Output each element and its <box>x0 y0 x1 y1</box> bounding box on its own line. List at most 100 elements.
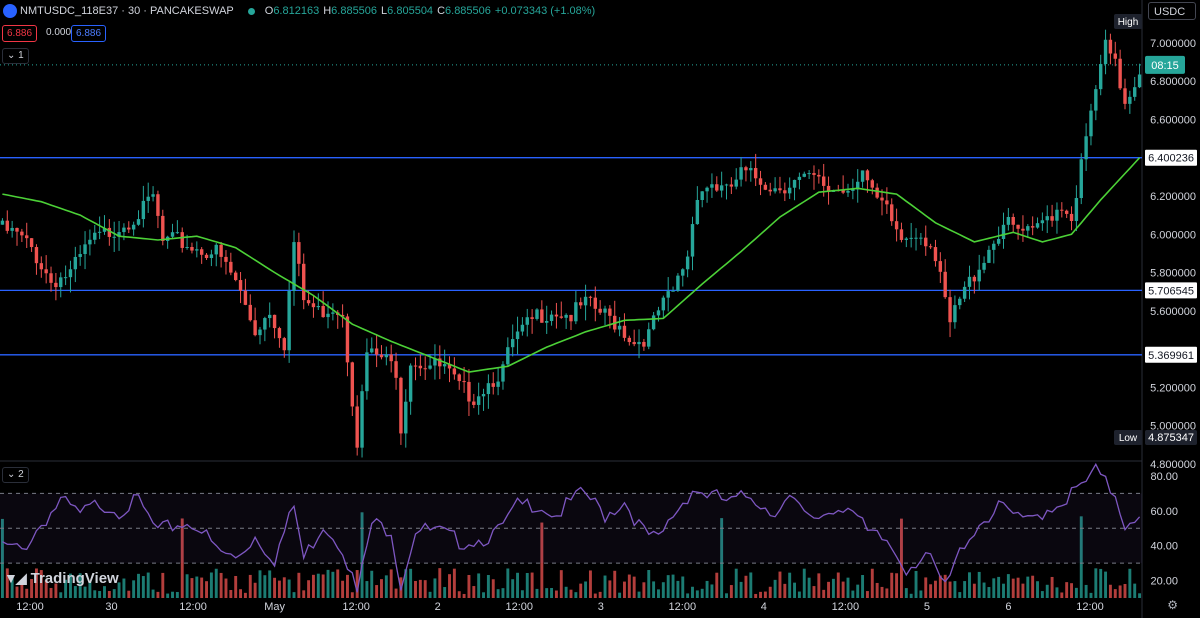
volume-bar <box>511 579 515 598</box>
candle-body <box>598 308 602 313</box>
volume-bar <box>59 592 63 598</box>
volume-bar <box>841 581 845 598</box>
volume-bar <box>117 582 121 598</box>
candle-body <box>826 185 831 192</box>
candle-body <box>316 306 321 308</box>
volume-bar <box>720 518 724 598</box>
rsi-tick-label: 20.00 <box>1150 576 1178 588</box>
candle-body <box>729 184 734 187</box>
volume-bar <box>83 586 87 598</box>
volume-bar <box>870 568 874 598</box>
ask-price-button[interactable]: 6.886 <box>71 25 107 42</box>
candle-body <box>928 246 933 248</box>
volume-bar <box>175 591 179 598</box>
candle-body <box>1040 220 1045 224</box>
candle-body <box>161 215 165 241</box>
candle-body <box>287 290 291 351</box>
volume-bar <box>545 588 549 598</box>
candle-body <box>1030 226 1035 228</box>
candle-body <box>156 194 160 216</box>
volume-bar <box>691 586 694 598</box>
candle-body <box>821 176 826 186</box>
candle-body <box>404 401 408 434</box>
candle-body <box>243 290 248 305</box>
candle-body <box>739 167 743 180</box>
volume-bar <box>1094 568 1098 598</box>
volume-bar <box>861 575 865 598</box>
volume-bar <box>1074 587 1078 598</box>
rsi-pane-toggle[interactable]: ⌄ 2 <box>2 467 29 483</box>
currency-select[interactable]: USDC <box>1148 2 1196 20</box>
volume-bar <box>1089 592 1093 598</box>
volume-bar <box>686 593 690 598</box>
volume-bar <box>1113 589 1117 598</box>
candle-body <box>78 254 82 257</box>
candle-body <box>783 190 787 194</box>
candle-body <box>520 324 525 332</box>
time-tick-label: 12:00 <box>1076 601 1104 613</box>
volume-bar <box>725 593 728 598</box>
volume-bar <box>365 581 369 598</box>
volume-bar <box>885 588 889 598</box>
candle-body <box>525 317 529 325</box>
candle-body <box>530 317 534 319</box>
candle-body <box>812 173 816 175</box>
candle-body <box>656 310 661 316</box>
level-price-label: 5.369961 <box>1148 350 1194 362</box>
volume-bar <box>273 577 277 598</box>
candle-body <box>10 227 14 231</box>
candle-body <box>360 391 364 448</box>
volume-bar <box>963 581 967 598</box>
candle-body <box>569 314 573 322</box>
candle-body <box>63 277 68 279</box>
candle-body <box>88 239 92 245</box>
candle-body <box>719 185 724 191</box>
candle-body <box>1128 96 1132 104</box>
candle-body <box>1069 213 1074 221</box>
volume-bar <box>953 581 957 598</box>
volume-bar <box>856 584 860 598</box>
volume-bar <box>370 570 374 598</box>
bid-price-button[interactable]: 6.886 <box>2 25 38 42</box>
candle-body <box>1045 216 1049 221</box>
candle-body <box>491 383 495 387</box>
volume-bar <box>433 578 437 598</box>
candle-body <box>666 291 670 298</box>
volume-bar <box>700 588 704 598</box>
price-tick-label: 5.600000 <box>1150 306 1196 318</box>
volume-bar <box>1016 577 1020 598</box>
volume-bar <box>958 592 962 598</box>
candle-body <box>608 308 612 316</box>
settings-gear-icon[interactable]: ⚙ <box>1167 598 1178 612</box>
symbol-title[interactable]: NMTUSDC_118E37 · 30 · PANCAKESWAP <box>20 5 234 17</box>
main-pane-toggle[interactable]: ⌄ 1 <box>2 48 29 64</box>
candle-body <box>277 328 282 339</box>
low-value: 6.805504 <box>387 5 434 17</box>
candle-body <box>992 243 996 250</box>
level-price-tag <box>1145 149 1197 166</box>
volume-bar <box>1050 576 1054 598</box>
volume-bar <box>729 585 733 598</box>
volume-bar <box>831 578 835 598</box>
price-tick-label: 5.800000 <box>1150 268 1196 280</box>
candle-body <box>705 187 709 192</box>
volume-bar <box>564 586 568 598</box>
volume-bar <box>297 572 301 598</box>
volume-bar <box>185 574 189 598</box>
candle-body <box>996 239 1001 244</box>
volume-bar <box>788 572 792 598</box>
price-tick-label: 6.800000 <box>1150 76 1196 88</box>
volume-bar <box>987 587 991 598</box>
candle-body <box>846 190 850 193</box>
time-tick-label: 6 <box>1005 601 1011 613</box>
volume-bar <box>239 589 243 598</box>
volume-bar <box>540 522 544 598</box>
volume-bar <box>763 591 767 598</box>
candle-body <box>899 229 904 240</box>
volume-bar <box>773 579 777 598</box>
low-label: L <box>381 5 388 17</box>
volume-bar <box>448 574 451 598</box>
volume-bar <box>1104 571 1108 598</box>
candle-body <box>651 315 656 330</box>
